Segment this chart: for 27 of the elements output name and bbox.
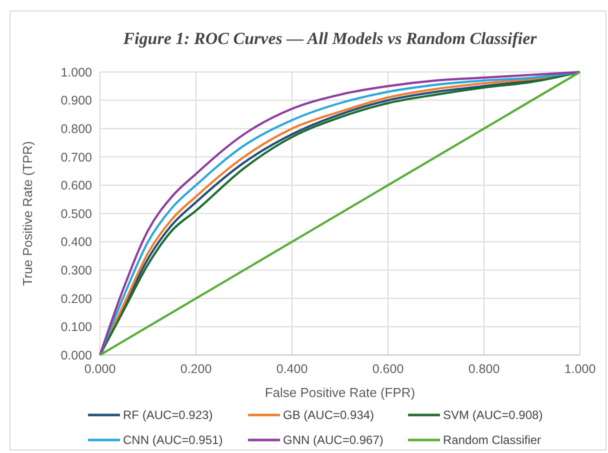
x-tick-label: 0.000 <box>84 362 116 376</box>
legend-label: Random Classifier <box>443 433 542 448</box>
y-tick-label: 0.100 <box>60 320 92 334</box>
y-tick-label: 0.800 <box>60 122 92 136</box>
legend-label: RF (AUC=0.923) <box>123 408 213 422</box>
x-tick-label: 0.600 <box>372 362 404 376</box>
y-tick-label: 0.600 <box>60 178 92 193</box>
x-tick-label: 0.400 <box>276 362 308 376</box>
line-series <box>98 70 582 356</box>
x-tick-label: 0.200 <box>180 362 212 376</box>
legend-label: CNN (AUC=0.951) <box>123 433 223 448</box>
x-axis-title: False Positive Rate (FPR) <box>264 385 416 400</box>
y-tick-label: 0.300 <box>60 263 92 278</box>
legend-label: GB (AUC=0.934) <box>283 408 374 422</box>
y-tick-label: 1.000 <box>60 65 92 80</box>
chart-title: Figure 1: ROC Curves — All Models vs Random Classifier <box>122 29 538 48</box>
y-tick-label: 0.700 <box>60 150 92 164</box>
x-tick-label: 1.000 <box>564 362 596 376</box>
y-axis-title: True Positive Rate (TPR) <box>20 141 35 286</box>
legend-label: SVM (AUC=0.908) <box>443 408 543 422</box>
x-tick-label: 0.800 <box>468 362 500 376</box>
y-tick-label: 0.400 <box>60 235 92 250</box>
y-tick-label: 0.900 <box>60 94 92 108</box>
y-tick-label: 0.000 <box>60 348 92 362</box>
y-tick-label: 0.200 <box>60 292 92 306</box>
y-tick-label: 0.500 <box>60 206 92 221</box>
legend-label: GNN (AUC=0.967) <box>283 433 384 448</box>
